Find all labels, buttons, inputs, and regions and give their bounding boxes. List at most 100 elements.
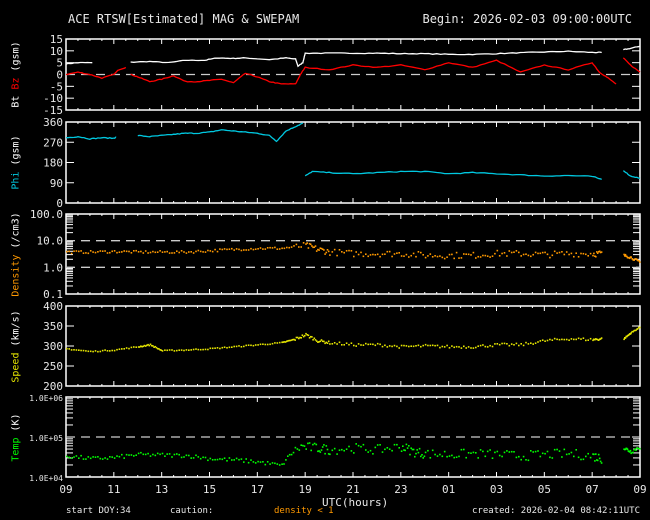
- series-density-point: [197, 249, 200, 252]
- series-temp-point: [422, 457, 424, 459]
- series-density-point: [327, 250, 330, 253]
- series-speed-point: [357, 343, 360, 345]
- series-speed-point: [391, 345, 393, 348]
- series-temp-point: [329, 453, 331, 456]
- series-density-point: [92, 251, 94, 253]
- series-density-point: [300, 246, 302, 248]
- series-speed-point: [254, 344, 257, 346]
- series-speed-point: [286, 340, 288, 343]
- series-temp-point: [345, 448, 348, 450]
- series-density-point: [563, 253, 566, 256]
- series-density-point: [448, 253, 451, 256]
- series-speed-point: [195, 348, 197, 350]
- series-temp-point: [250, 459, 252, 461]
- series-speed-point: [470, 347, 472, 349]
- series-speed-point: [367, 343, 369, 346]
- caution-label: caution:: [170, 506, 214, 516]
- series-density-point: [130, 252, 133, 254]
- series-speed-point: [396, 345, 398, 348]
- series-temp-point: [159, 453, 161, 456]
- series-temp-point: [376, 444, 379, 446]
- series-speed-point: [202, 348, 204, 351]
- series-temp-point: [221, 458, 224, 461]
- series-density-point: [527, 254, 530, 257]
- series-speed-point: [446, 344, 448, 347]
- series-density-point: [325, 251, 328, 254]
- series-temp-point: [94, 456, 97, 458]
- series-speed-point: [135, 346, 137, 348]
- series-bt-line: [623, 45, 641, 51]
- series-speed-point: [160, 349, 163, 351]
- series-speed-point: [599, 338, 602, 340]
- series-density-point: [207, 249, 209, 252]
- series-temp-point: [510, 450, 513, 453]
- series-temp-point: [434, 453, 436, 456]
- series-temp-point: [116, 455, 118, 457]
- series-temp-point: [372, 453, 374, 455]
- series-speed-point: [137, 346, 140, 348]
- series-speed-point: [589, 337, 592, 340]
- series-temp-point: [238, 458, 240, 461]
- series-speed-point: [306, 334, 308, 336]
- series-speed-point: [183, 349, 185, 352]
- series-temp-point: [406, 447, 409, 449]
- series-temp-point: [573, 455, 575, 458]
- series-density-point: [178, 251, 180, 254]
- series-density-point: [324, 253, 326, 255]
- series-speed-point: [372, 343, 374, 346]
- series-speed-point: [323, 340, 325, 343]
- series-density-point: [455, 251, 458, 254]
- series-temp-point: [290, 453, 293, 456]
- series-temp-point: [636, 447, 638, 449]
- y-tick-label: 1.0E+05: [29, 434, 63, 443]
- y-axis-label-part: Phi: [10, 171, 22, 190]
- series-density-point: [593, 252, 595, 255]
- x-tick-label: 05: [538, 483, 551, 496]
- series-speed-point: [125, 347, 128, 349]
- series-temp-point: [161, 452, 164, 455]
- series-speed-point: [292, 338, 294, 341]
- y-tick-label: 1.0E+04: [29, 474, 63, 483]
- series-density-point: [546, 253, 549, 256]
- series-temp-point: [298, 449, 301, 451]
- series-density-point: [549, 256, 551, 259]
- series-density-point: [176, 250, 178, 252]
- series-density-point: [532, 253, 534, 256]
- series-density-point: [252, 248, 255, 251]
- series-density-point: [343, 251, 345, 254]
- series-speed-point: [89, 350, 92, 353]
- series-speed-point: [482, 344, 484, 346]
- series-speed-point: [274, 342, 276, 344]
- series-density-point: [541, 251, 544, 254]
- series-density-point: [420, 251, 422, 254]
- series-speed-point: [231, 346, 233, 348]
- series-density-point: [123, 250, 125, 252]
- series-speed-point: [318, 341, 320, 343]
- series-temp-point: [597, 453, 600, 456]
- series-speed-point: [118, 348, 121, 350]
- series-speed-point: [247, 344, 250, 346]
- series-speed-point: [238, 345, 240, 347]
- series-speed-point: [561, 338, 563, 341]
- series-temp-point: [269, 463, 271, 465]
- series-temp-point: [465, 456, 467, 459]
- series-speed-point: [513, 344, 515, 346]
- series-speed-point: [563, 338, 566, 341]
- series-speed-point: [82, 349, 85, 352]
- series-temp-point: [313, 442, 316, 445]
- series-density-point: [308, 242, 311, 245]
- series-speed-point: [374, 344, 377, 347]
- series-temp-point: [508, 451, 511, 453]
- y-axis-label-temp: Temp (K): [11, 413, 22, 461]
- series-temp-point: [546, 450, 549, 453]
- series-density-point: [109, 251, 111, 254]
- series-density-point: [391, 255, 393, 258]
- series-speed-point: [341, 344, 343, 346]
- series-speed-point: [443, 346, 446, 348]
- series-speed-point: [518, 344, 520, 347]
- series-temp-point: [443, 450, 446, 453]
- series-bt-line: [65, 61, 93, 65]
- series-temp-point: [592, 453, 594, 455]
- series-density-point: [634, 258, 636, 260]
- series-speed-point: [130, 346, 133, 349]
